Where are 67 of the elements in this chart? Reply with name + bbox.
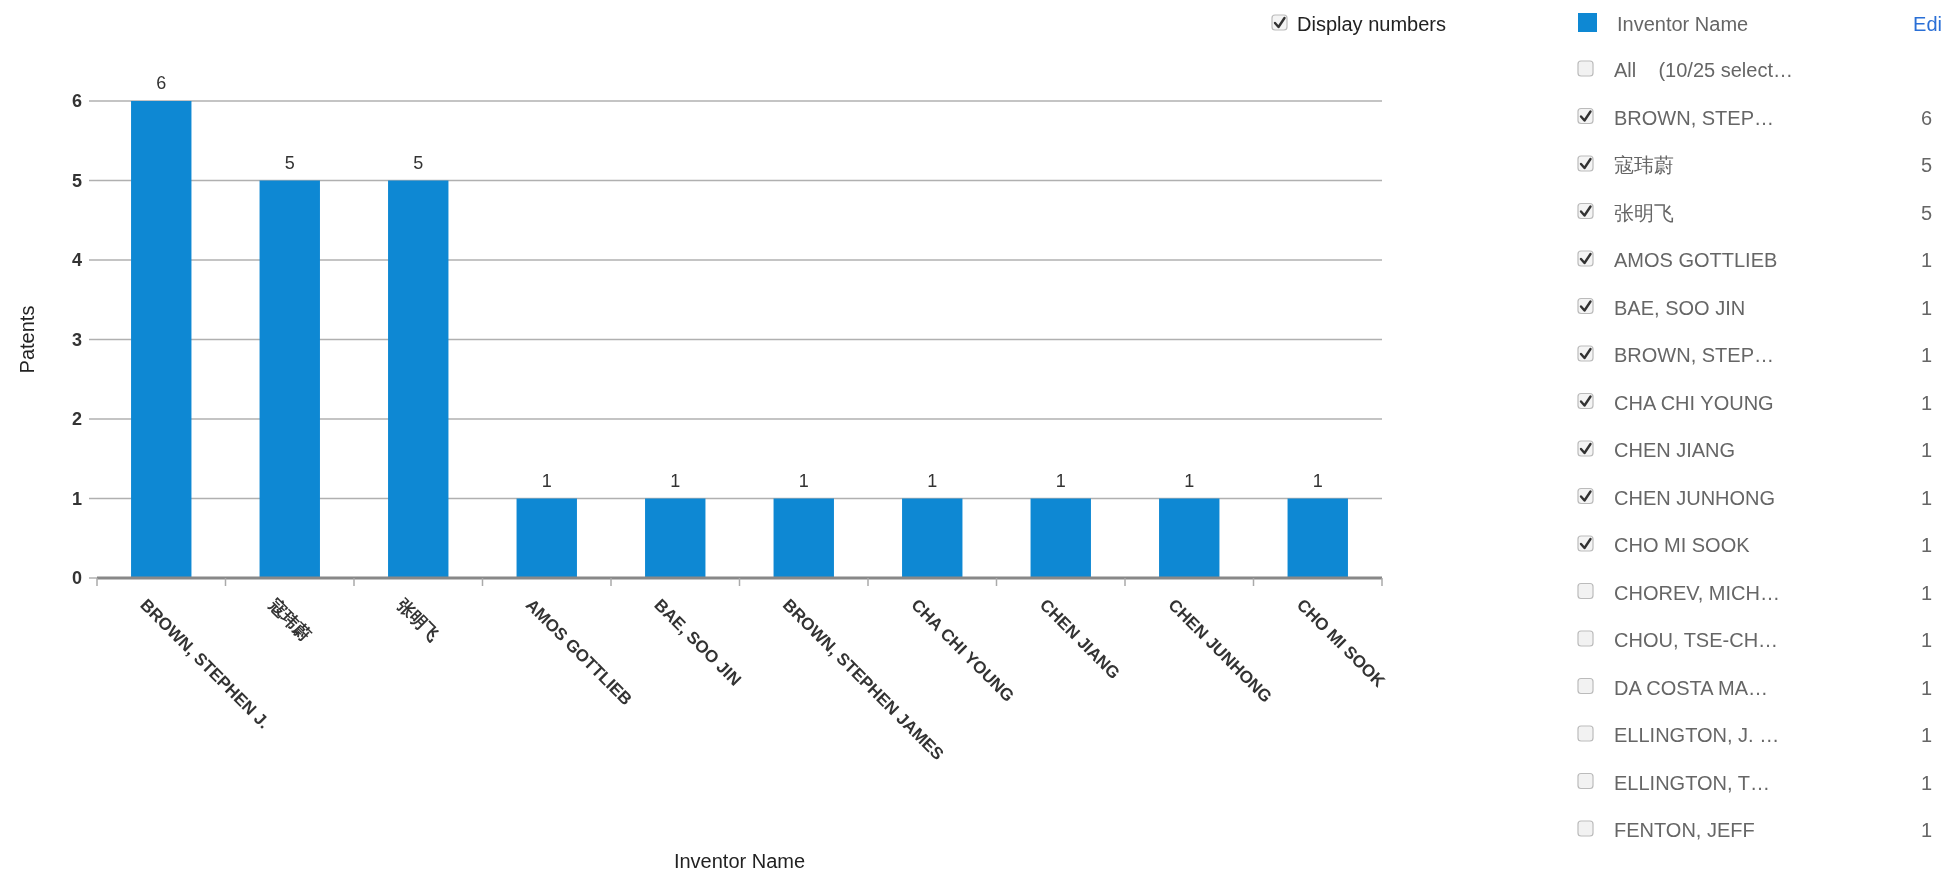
text: Edi <box>1913 13 1942 35</box>
data-label: 1 <box>541 470 552 491</box>
y-axis-title: Patents <box>16 305 38 374</box>
text: Display numbers <box>1297 13 1446 35</box>
category-label: All (10/25 select… <box>1614 59 1793 81</box>
data-label: 1 <box>798 470 809 491</box>
bar <box>1287 498 1348 578</box>
data-label: 1 <box>1920 724 1932 746</box>
data-label: 1 <box>1920 439 1932 461</box>
category-label: BROWN, STEP… <box>1614 344 1775 366</box>
category-label: CHOU, TSE-CH… <box>1614 629 1779 651</box>
data-label: 1 <box>1920 819 1932 841</box>
category-label: FENTON, JEFF <box>1614 819 1755 841</box>
data-label: 1 <box>927 470 938 491</box>
data-label: 6 <box>156 73 167 93</box>
data-label: 1 <box>1920 676 1932 699</box>
category-label: CHO MI SOOK <box>1614 534 1751 556</box>
data-label: 1 <box>670 470 681 491</box>
category-label: DA COSTA MA… <box>1614 676 1769 699</box>
data-label: 5 <box>1920 154 1932 176</box>
x-tick-label: 寇玮蔚 <box>264 594 315 645</box>
data-label: 1 <box>1920 771 1932 794</box>
category-label: ELLINGTON, J. … <box>1614 724 1780 746</box>
bar <box>1159 498 1220 578</box>
data-label: 1 <box>1920 581 1932 604</box>
bar <box>388 180 449 578</box>
data-label: 1 <box>1184 470 1195 491</box>
bar <box>131 101 192 578</box>
category-label: BAE, SOO JIN <box>1614 296 1746 319</box>
category-label: 张明飞 <box>1614 201 1674 224</box>
data-label: 1 <box>1920 344 1932 366</box>
data-label: 1 <box>1312 470 1323 491</box>
bar <box>1030 498 1091 578</box>
text: Inventor Name <box>1617 13 1749 35</box>
category-label: AMOS GOTTLIEB <box>1614 249 1778 271</box>
category-label: CHEN JUNHONG <box>1614 486 1776 509</box>
data-label: 1 <box>1920 296 1932 319</box>
y-tick-label: 2 <box>71 409 82 429</box>
bar <box>902 498 963 578</box>
y-tick-label: 5 <box>71 170 82 191</box>
bar <box>259 180 320 578</box>
x-axis-title: Inventor Name <box>673 850 806 872</box>
data-label: 5 <box>1920 201 1932 224</box>
data-label: 1 <box>1055 470 1066 491</box>
x-tick-label: 张明飞 <box>393 595 443 645</box>
y-tick-label: 4 <box>71 250 82 270</box>
y-tick-label: 1 <box>71 488 82 509</box>
category-label: CHEN JIANG <box>1614 439 1736 461</box>
y-tick-label: 0 <box>71 568 82 588</box>
category-label: CHA CHI YOUNG <box>1614 391 1774 414</box>
data-label: 5 <box>284 152 295 173</box>
data-label: 1 <box>1920 249 1932 271</box>
category-label: CHOREV, MICH… <box>1614 581 1780 604</box>
data-label: 1 <box>1920 629 1932 651</box>
bar <box>773 498 834 578</box>
y-tick-label: 6 <box>71 91 82 111</box>
bar <box>645 498 706 578</box>
category-label: BROWN, STEP… <box>1614 106 1775 129</box>
data-label: 1 <box>1920 391 1932 414</box>
category-label: ELLINGTON, T… <box>1614 771 1770 794</box>
data-label: 6 <box>1920 106 1932 129</box>
data-label: 1 <box>1920 486 1932 509</box>
bar <box>516 498 577 578</box>
data-label: 1 <box>1920 534 1932 556</box>
data-label: 5 <box>413 152 424 173</box>
category-label: 寇玮蔚 <box>1614 154 1674 176</box>
y-tick-label: 3 <box>71 329 82 350</box>
